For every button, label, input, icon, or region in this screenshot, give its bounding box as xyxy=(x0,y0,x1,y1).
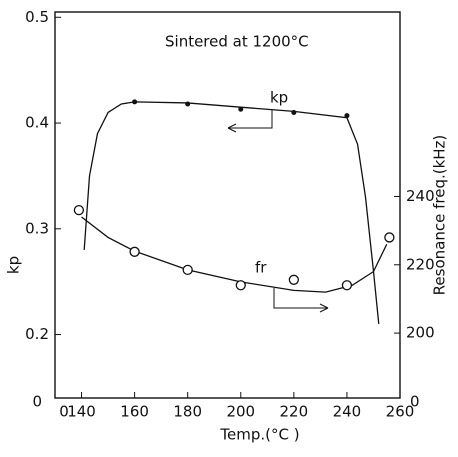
y2-axis-label: Resonance freq.(kHz) xyxy=(431,135,449,296)
x-tick-label: 220 xyxy=(280,403,309,421)
y-tick-label: 0.2 xyxy=(25,325,49,343)
y2-break-label: 0 xyxy=(410,393,420,411)
data-point xyxy=(185,101,191,107)
data-point xyxy=(344,113,350,119)
arrow xyxy=(227,110,273,133)
annotation: Sintered at 1200°C xyxy=(165,33,309,51)
fit-curve xyxy=(81,216,388,293)
x-tick-label: 240 xyxy=(333,403,362,421)
series-label: kp xyxy=(270,89,288,107)
y2-tick-label: 240 xyxy=(406,187,435,205)
plot-frame xyxy=(54,11,401,399)
data-point xyxy=(288,274,299,285)
data-point xyxy=(129,246,140,257)
data-point xyxy=(238,106,244,112)
data-point xyxy=(73,204,85,216)
data-point xyxy=(132,99,138,105)
y-tick-label: 0.3 xyxy=(25,219,49,237)
x-tick-label: 200 xyxy=(226,403,255,421)
data-point xyxy=(341,280,353,291)
data-point xyxy=(182,264,193,276)
y2-tick-label: 200 xyxy=(406,324,435,342)
y-tick-label: 0.4 xyxy=(25,114,49,132)
x-axis-label: Temp.(°C ) xyxy=(219,426,299,444)
arrow xyxy=(273,288,329,313)
x-tick-label: 160 xyxy=(120,403,149,421)
fit-curve xyxy=(83,101,380,325)
x-break-label: 0 xyxy=(59,403,69,421)
x-tick-label: 260 xyxy=(386,403,415,421)
data-point xyxy=(384,232,395,243)
data-point xyxy=(291,109,297,115)
x-tick-label: 140 xyxy=(67,403,96,421)
series-label: fr xyxy=(255,259,267,277)
y2-tick-label: 220 xyxy=(406,255,435,273)
x-tick-label: 180 xyxy=(173,403,202,421)
y-axis-label: kp xyxy=(5,256,23,274)
y-tick-label: 0.5 xyxy=(25,8,49,26)
y-break-label: 0 xyxy=(32,393,42,411)
data-point xyxy=(235,280,246,291)
